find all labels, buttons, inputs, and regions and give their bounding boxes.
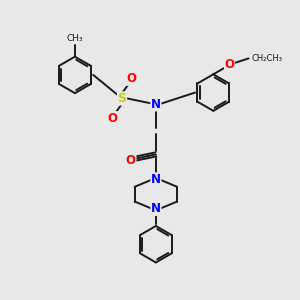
Text: S: S: [118, 92, 127, 105]
Text: CH₃: CH₃: [67, 34, 83, 43]
Text: O: O: [224, 58, 235, 71]
Text: CH₂CH₃: CH₂CH₃: [252, 54, 283, 63]
Text: N: N: [151, 98, 161, 111]
Text: N: N: [151, 173, 161, 186]
Text: O: O: [126, 154, 136, 167]
Text: O: O: [108, 112, 118, 125]
Text: N: N: [151, 202, 161, 215]
Text: O: O: [127, 72, 136, 85]
